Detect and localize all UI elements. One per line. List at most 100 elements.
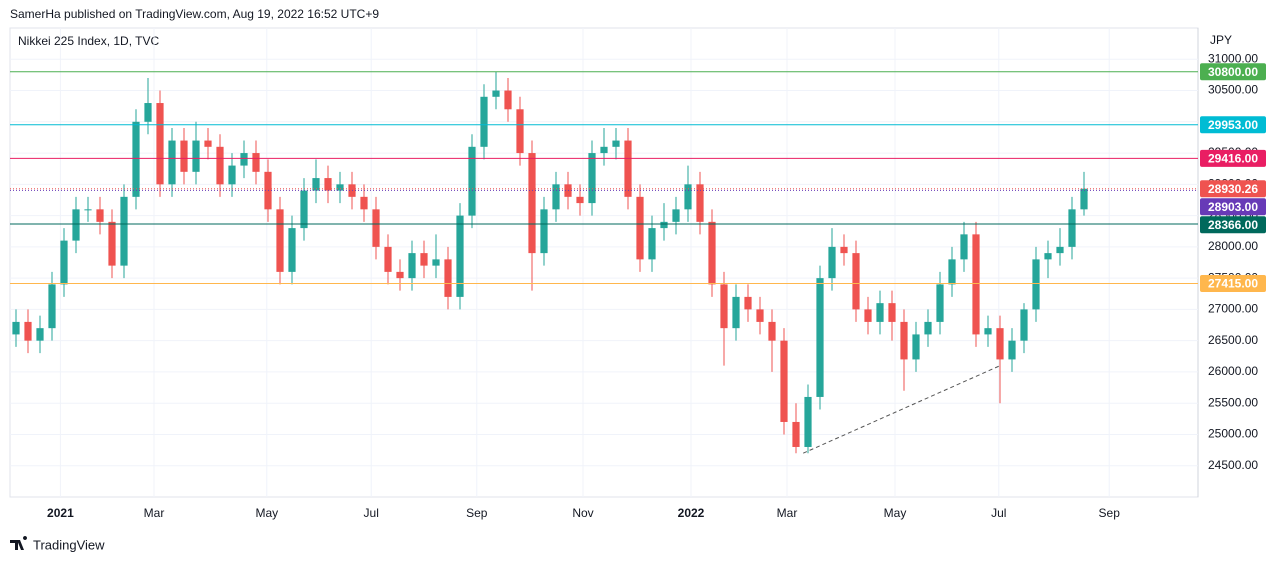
candle-body <box>36 328 44 341</box>
candle-body <box>828 246 836 279</box>
candle-body <box>912 334 920 360</box>
candle-body <box>540 209 548 254</box>
level-label-box <box>1200 63 1266 81</box>
candle-body <box>228 165 236 185</box>
candle-body <box>168 140 176 185</box>
candle-body <box>720 284 728 329</box>
candle-body <box>1008 340 1016 360</box>
level-label-box <box>1200 216 1266 234</box>
candle-body <box>72 209 80 241</box>
x-tick-label: 2022 <box>678 506 705 520</box>
candle-body <box>360 196 368 210</box>
candle-body <box>504 90 512 110</box>
candle-body <box>336 184 344 191</box>
level-label: 27415.00 <box>1208 277 1258 291</box>
candle-body <box>516 109 524 154</box>
candle-body <box>384 246 392 272</box>
y-tick-label: 27000.00 <box>1208 302 1258 316</box>
candle-body <box>276 209 284 272</box>
candle-body <box>672 209 680 222</box>
candle-body <box>444 259 452 297</box>
candle-body <box>876 303 884 322</box>
candle-body <box>1080 188 1088 210</box>
candle-body <box>1068 209 1076 247</box>
x-tick-label: Jul <box>991 506 1006 520</box>
candle-body <box>120 196 128 266</box>
candle-body <box>180 140 188 172</box>
candle-body <box>132 121 140 197</box>
candle-body <box>396 271 404 279</box>
level-label: 28903.00 <box>1208 200 1258 214</box>
candle-body <box>852 253 860 310</box>
x-tick-label: 2021 <box>47 506 74 520</box>
candle-body <box>48 284 56 329</box>
x-tick-label: Jul <box>364 506 379 520</box>
candle-body <box>408 253 416 279</box>
candle-body <box>252 153 260 172</box>
y-tick-label: 25500.00 <box>1208 395 1258 409</box>
candle-body <box>96 209 104 222</box>
candle-body <box>768 321 776 341</box>
candle-body <box>744 296 752 310</box>
candle-body <box>960 234 968 260</box>
candle-body <box>552 184 560 210</box>
candle-body <box>240 153 248 166</box>
candle-body <box>24 321 32 341</box>
candle-body <box>144 103 152 122</box>
y-tick-label: 31000.00 <box>1208 51 1258 65</box>
candle-body <box>936 284 944 322</box>
candle-body <box>1032 259 1040 310</box>
brand: TradingView <box>33 537 105 552</box>
currency: JPY <box>1210 33 1232 47</box>
logo <box>10 536 28 550</box>
y-tick-label: 26500.00 <box>1208 333 1258 347</box>
candle-body <box>1020 309 1028 341</box>
candle-body <box>312 178 320 191</box>
candle-body <box>648 228 656 260</box>
candle-body <box>864 309 872 322</box>
trend-line <box>802 365 1001 454</box>
candle-body <box>624 140 632 197</box>
candle-body <box>204 140 212 147</box>
candle-body <box>972 234 980 335</box>
x-tick-label: Sep <box>466 506 488 520</box>
y-tick-label: 28000.00 <box>1208 239 1258 253</box>
level-label: 29416.00 <box>1208 151 1258 165</box>
candle-body <box>372 209 380 247</box>
candle-body <box>12 321 20 335</box>
level-label-box <box>1200 116 1266 134</box>
publisher: SamerHa published on TradingView.com, Au… <box>10 7 379 21</box>
candle-body <box>108 221 116 266</box>
candle-body <box>840 246 848 254</box>
candle-body <box>948 259 956 285</box>
candle-body <box>324 178 332 191</box>
candle-body <box>984 328 992 335</box>
level-label-box <box>1200 274 1266 292</box>
candle-body <box>1056 246 1064 254</box>
x-tick-label: Mar <box>144 506 165 520</box>
candle-body <box>792 421 800 447</box>
level-label-box <box>1200 149 1266 167</box>
candle-body <box>732 296 740 329</box>
x-tick-label: Nov <box>572 506 593 520</box>
y-tick-label: 25000.00 <box>1208 427 1258 441</box>
candle-body <box>900 321 908 360</box>
candle-body <box>708 221 716 285</box>
y-tick-label: 30500.00 <box>1208 83 1258 97</box>
candle-body <box>612 140 620 147</box>
candle-body <box>888 303 896 322</box>
candle-body <box>636 196 644 260</box>
candle-body <box>780 340 788 422</box>
level-label: 29953.00 <box>1208 118 1258 132</box>
candle-body <box>924 321 932 335</box>
level-label-box <box>1200 180 1266 198</box>
candle-body <box>216 146 224 185</box>
chart-title: Nikkei 225 Index, 1D, TVC <box>18 34 160 48</box>
candle-body <box>1044 253 1052 260</box>
candle-body <box>804 396 812 447</box>
x-tick-label: May <box>255 506 278 520</box>
y-tick-label: 24500.00 <box>1208 458 1258 472</box>
candle-body <box>468 146 476 216</box>
